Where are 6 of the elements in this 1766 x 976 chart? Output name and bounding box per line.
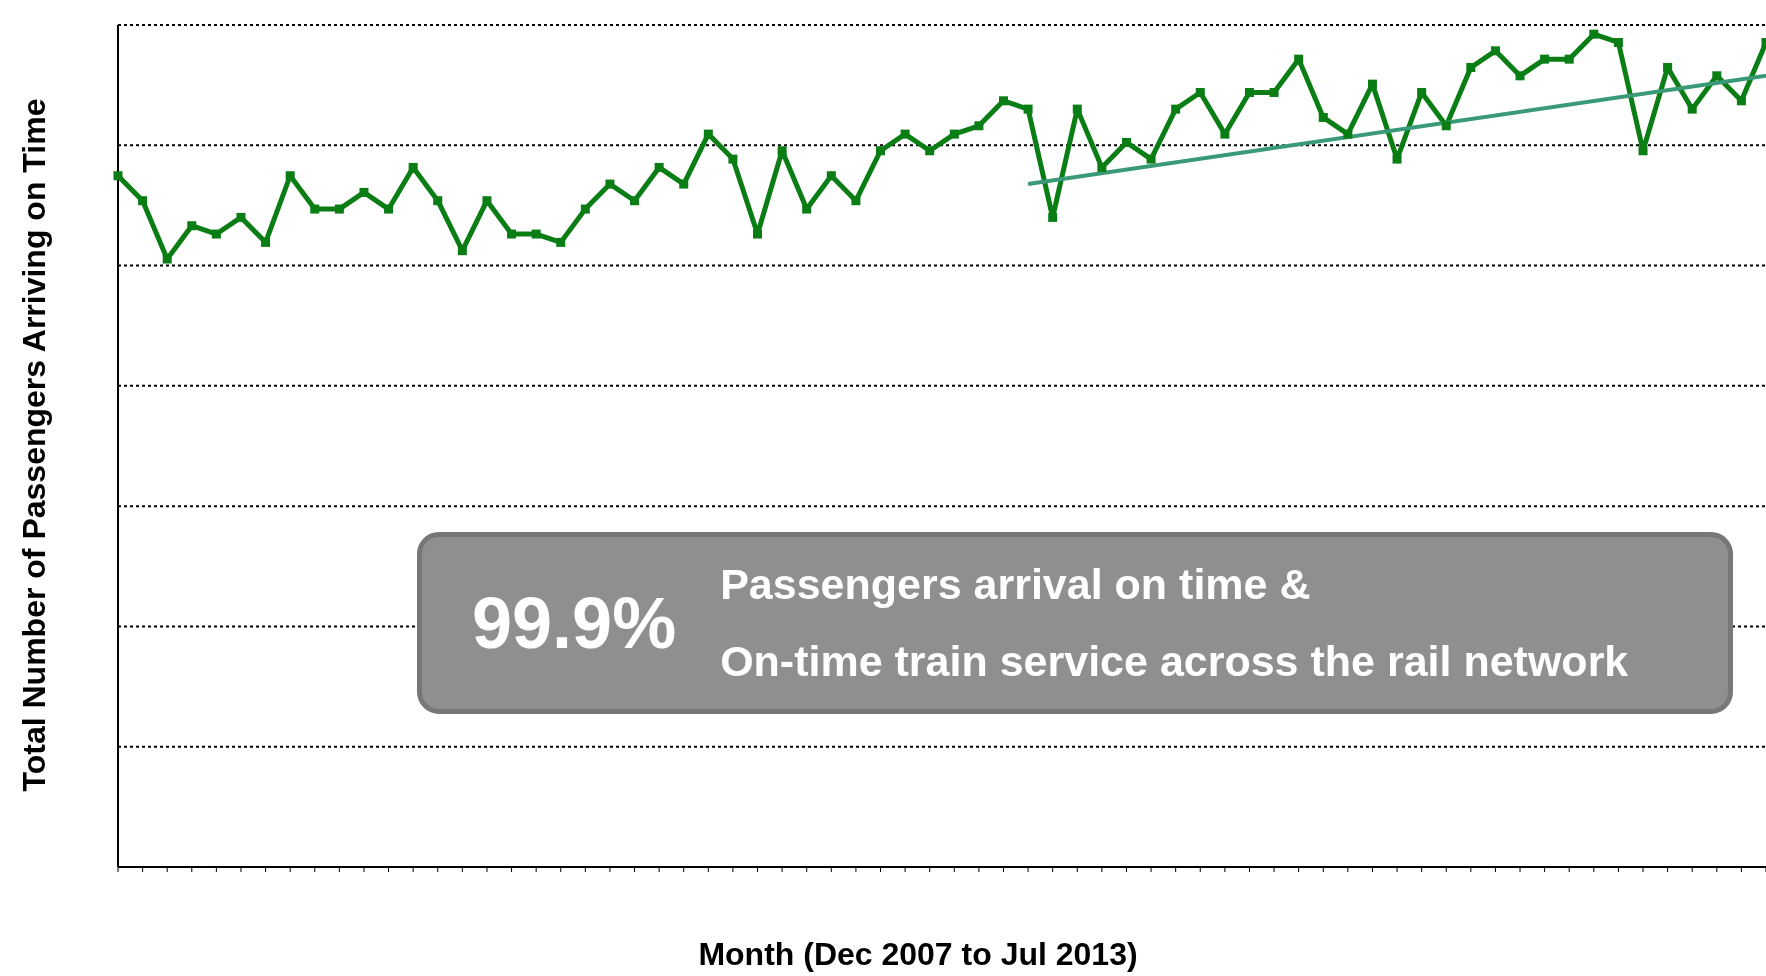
annotation: Passengers arrival on time & <box>720 560 1312 609</box>
annotation: 99.9% <box>472 582 677 664</box>
text-box: 99.9% Passengers arrival on time & On-time train service across the rail network <box>417 532 1733 714</box>
x-axis-title: Month (Dec 2007 to Jul 2013) <box>698 935 1138 973</box>
annotation: On-time train service across the rail network <box>720 637 1629 686</box>
y-axis-title: Total Number of Passengers Arriving on Time <box>15 98 53 792</box>
